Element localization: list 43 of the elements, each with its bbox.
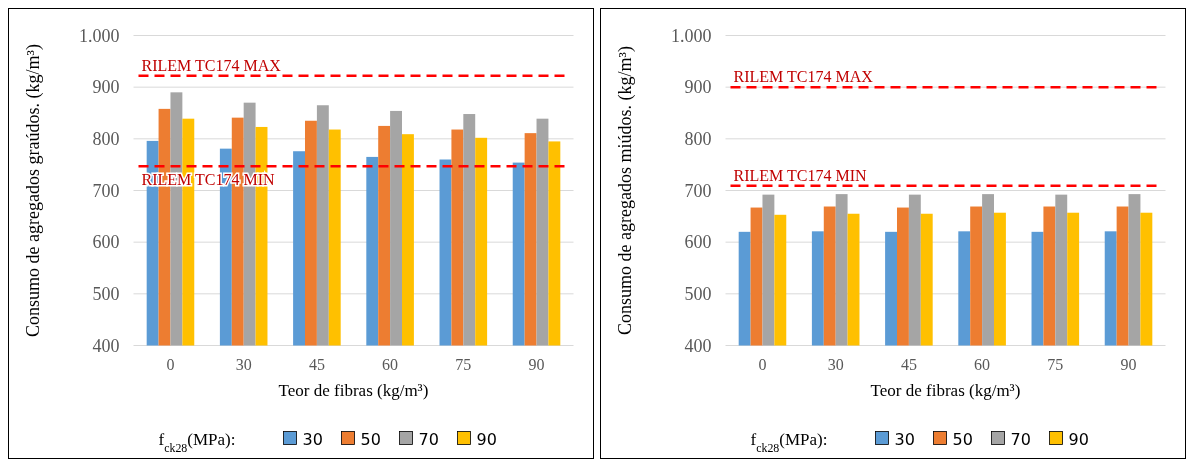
- y-tick-label: 1.000: [79, 25, 120, 46]
- y-tick-label: 700: [92, 180, 120, 201]
- y-tick-label: 700: [684, 180, 712, 201]
- y-tick-label: 500: [92, 284, 120, 305]
- legend-label: 70: [418, 429, 439, 449]
- y-tick-label: 400: [684, 335, 712, 356]
- x-tick-label: 90: [528, 355, 545, 373]
- x-tick-label: 75: [455, 355, 472, 373]
- legend-title: f$_{ck28}$(MPa):: [158, 429, 236, 455]
- y-axis-title: Consumo de agregados miúdos. (kg/m³): [614, 46, 636, 335]
- y-tick-label: 800: [92, 129, 120, 150]
- x-tick-label: 45: [900, 355, 917, 373]
- x-tick-label: 60: [382, 355, 399, 373]
- legend-label: 90: [1068, 429, 1089, 449]
- legend-label: 30: [302, 429, 323, 449]
- y-axis-title: Consumo de agregados graúdos. (kg/m³): [22, 44, 44, 337]
- x-tick-label: 90: [1120, 355, 1137, 373]
- legend-label: 70: [1010, 429, 1031, 449]
- ref-line-label: RILEM TC174 MAX: [733, 68, 874, 86]
- legend-label: 90: [476, 429, 497, 449]
- legend-label: 50: [360, 429, 381, 449]
- y-tick-label: 600: [92, 232, 120, 253]
- x-tick-label: 0: [758, 355, 767, 373]
- y-tick-label: 600: [684, 232, 712, 253]
- y-tick-label: 400: [92, 335, 120, 356]
- x-tick-label: 30: [235, 355, 252, 373]
- x-axis-title: Teor de fibras (kg/m³): [278, 380, 429, 400]
- y-tick-label: 900: [92, 77, 120, 98]
- y-tick-label: 500: [684, 284, 712, 305]
- ref-line-label: RILEM TC174 MAX: [141, 56, 282, 74]
- x-tick-label: 75: [1047, 355, 1064, 373]
- y-tick-label: 800: [684, 129, 712, 150]
- x-tick-label: 45: [308, 355, 325, 373]
- y-tick-label: 900: [684, 77, 712, 98]
- x-tick-label: 30: [827, 355, 844, 373]
- x-axis-title: Teor de fibras (kg/m³): [870, 380, 1021, 400]
- legend-label: 50: [952, 429, 973, 449]
- x-tick-label: 0: [166, 355, 175, 373]
- y-tick-label: 1.000: [671, 25, 712, 46]
- x-tick-label: 60: [974, 355, 991, 373]
- ref-line-label: RILEM TC174 MIN: [733, 166, 867, 184]
- legend-title: f$_{ck28}$(MPa):: [750, 429, 828, 455]
- legend-label: 30: [894, 429, 915, 449]
